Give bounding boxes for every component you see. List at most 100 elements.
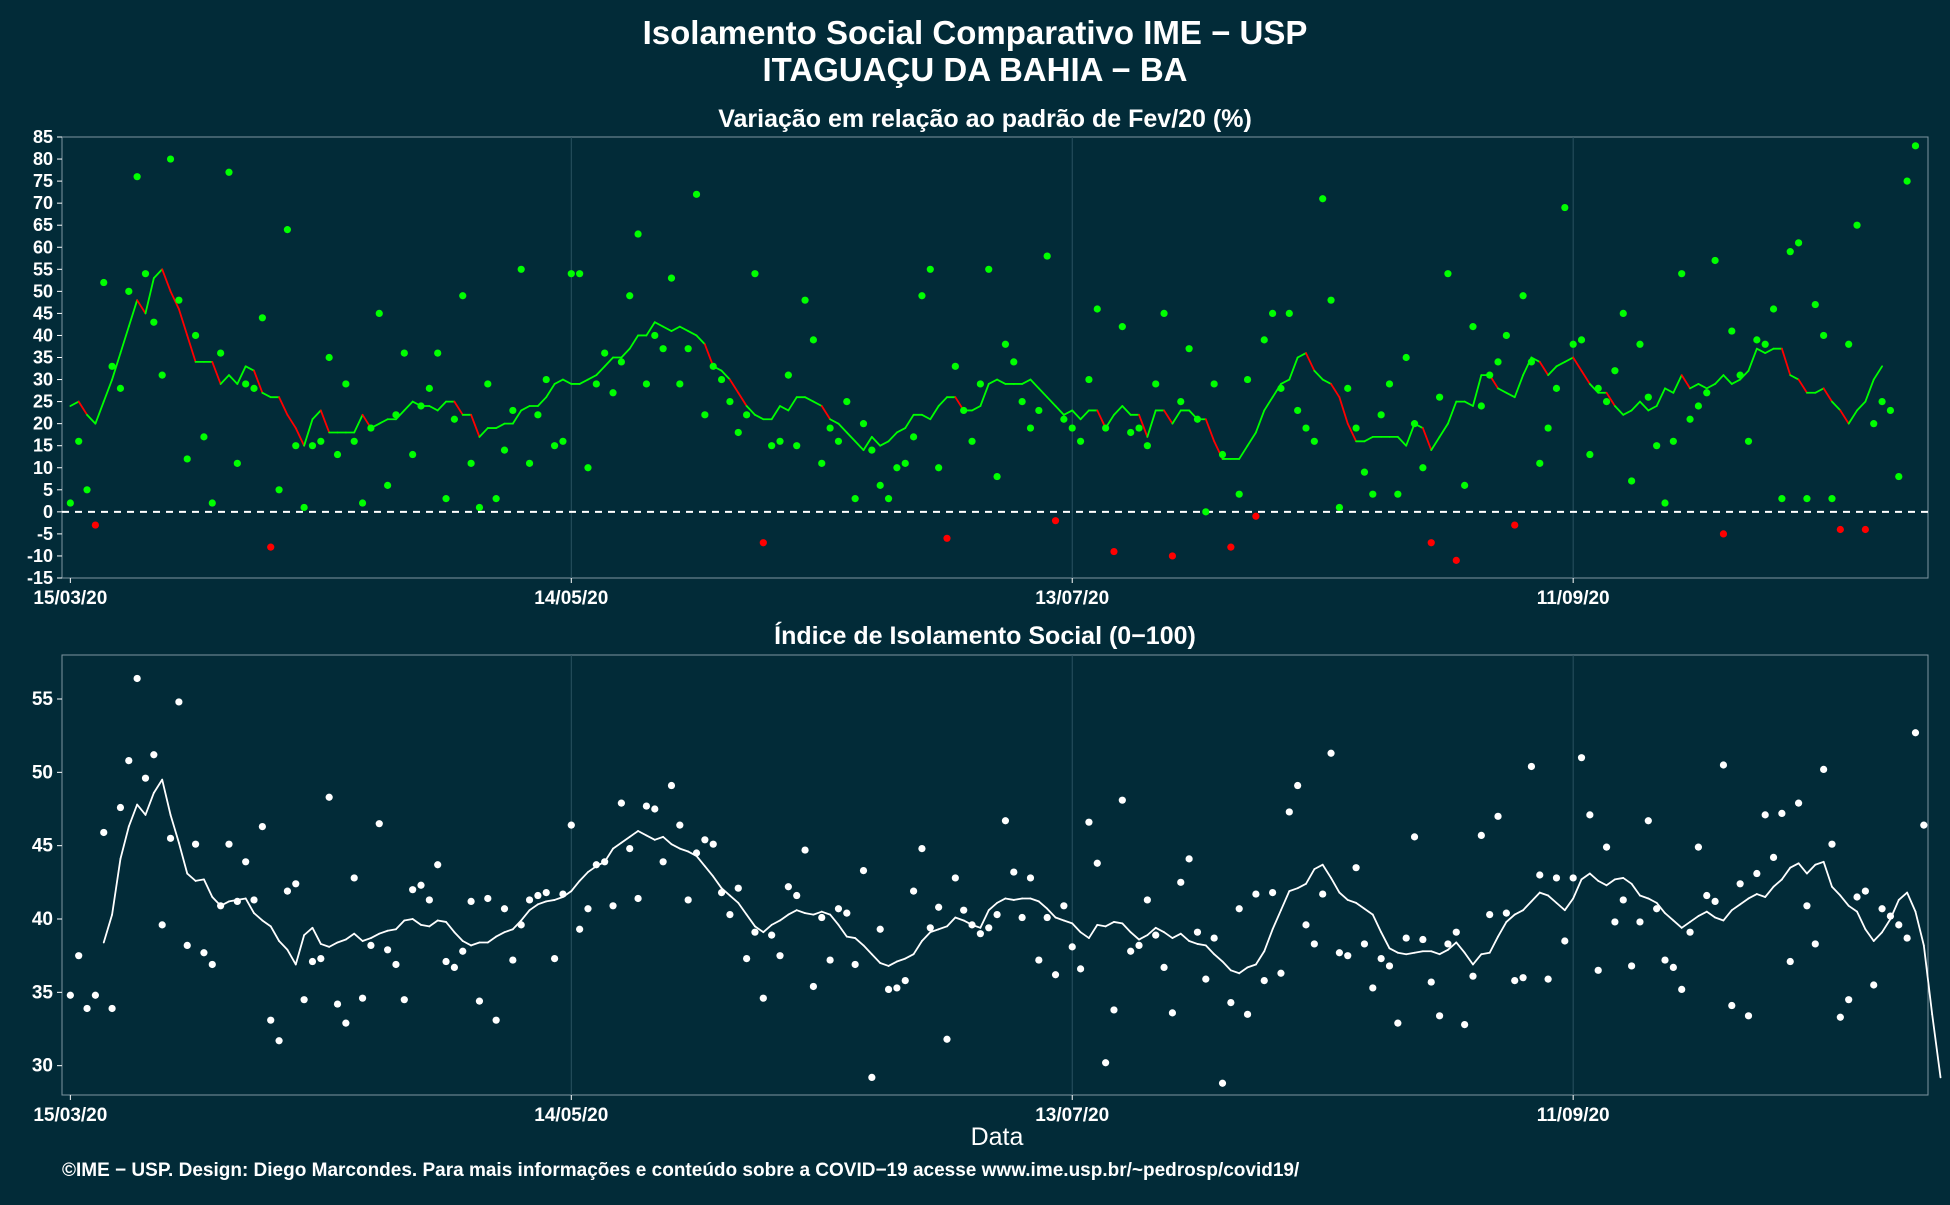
top-chart-point <box>1703 389 1711 397</box>
bottom-chart-moving-average-segment <box>1029 897 1040 903</box>
x-axis-label: Data <box>971 1123 1024 1151</box>
top-chart-moving-average-segment <box>1346 422 1357 443</box>
top-chart-moving-average-segment <box>453 400 464 416</box>
bottom-chart-point <box>584 905 592 913</box>
bottom-chart-point <box>576 925 584 933</box>
bottom-chart-point <box>684 896 692 904</box>
figure-subtitle: ITAGUAÇU DA BAHIA − BA <box>762 51 1187 88</box>
top-chart-point <box>283 226 292 234</box>
top-chart-moving-average-segment <box>428 405 439 412</box>
top-chart-point <box>1870 420 1878 428</box>
top-chart-point <box>1494 358 1502 366</box>
bottom-chart-point <box>1294 781 1302 790</box>
bottom-chart-point <box>1235 905 1243 913</box>
top-chart-point <box>1352 424 1360 432</box>
top-chart-moving-average-segment <box>253 369 264 394</box>
top-chart-moving-average-segment <box>1204 418 1216 443</box>
top-chart-point <box>1419 464 1427 472</box>
bottom-chart-moving-average-segment <box>1655 901 1666 915</box>
bottom-chart-point <box>1619 896 1627 904</box>
bottom-chart-moving-average-segment <box>253 912 264 922</box>
top-chart-point <box>75 437 83 445</box>
top-chart-moving-average-segment <box>603 356 614 368</box>
top-chart-point <box>1402 353 1410 362</box>
top-chart-moving-average-segment <box>303 418 314 447</box>
top-chart-point <box>1719 530 1728 538</box>
top-chart-point <box>450 415 459 423</box>
bottom-chart-title: Índice de Isolamento Social (0−100) <box>774 621 1196 650</box>
top-chart-moving-average-segment <box>1421 427 1433 452</box>
top-chart-moving-average-segment <box>1605 391 1616 407</box>
top-chart-moving-average-segment <box>1062 409 1074 416</box>
top-chart-point <box>1761 340 1769 348</box>
bottom-chart-moving-average-segment <box>1071 922 1082 934</box>
bottom-chart-moving-average-segment <box>628 830 639 838</box>
bottom-chart-point <box>1177 878 1185 886</box>
top-chart-moving-average-segment <box>787 396 798 412</box>
bottom-chart-moving-average-segment <box>470 941 481 947</box>
top-chart-moving-average-segment <box>1780 347 1792 377</box>
bottom-chart-moving-average-segment <box>570 879 581 893</box>
top-chart-y-tick-label: 35 <box>33 348 53 368</box>
bottom-chart-moving-average-segment <box>1588 872 1600 882</box>
top-chart-point <box>1018 398 1026 406</box>
bottom-chart-moving-average-segment <box>453 931 464 942</box>
top-chart-moving-average-segment <box>987 378 998 385</box>
top-chart-point <box>358 499 367 507</box>
bottom-chart-moving-average-segment <box>1722 909 1733 922</box>
top-chart-point <box>517 265 525 273</box>
bottom-chart-point <box>843 909 851 917</box>
bottom-chart-point <box>609 902 617 910</box>
bottom-chart-moving-average-segment <box>620 835 631 844</box>
top-chart-point <box>442 495 450 503</box>
bottom-chart-moving-average-segment <box>1263 928 1274 953</box>
top-chart-moving-average-segment <box>152 268 164 280</box>
top-chart-point <box>1319 195 1327 203</box>
bottom-chart-moving-average-segment <box>1697 910 1708 917</box>
bottom-chart-moving-average-segment <box>269 925 280 942</box>
top-chart-point <box>1102 424 1110 432</box>
top-chart-moving-average-segment <box>670 325 681 332</box>
top-chart-point <box>1577 336 1586 344</box>
top-chart-point <box>1435 393 1444 401</box>
bottom-chart-point <box>116 803 125 812</box>
top-chart-point <box>1051 517 1060 525</box>
bottom-chart-point <box>901 977 909 985</box>
bottom-chart-point <box>751 928 759 936</box>
bottom-chart-moving-average-segment <box>144 791 155 816</box>
bottom-chart-point <box>492 1016 500 1024</box>
top-chart-point <box>1410 420 1419 428</box>
top-chart-moving-average-segment <box>921 413 932 421</box>
bottom-chart-moving-average-segment <box>1630 882 1641 897</box>
bottom-chart-point <box>292 880 300 888</box>
bottom-chart-moving-average-segment <box>1313 863 1324 871</box>
bottom-chart-point <box>108 1004 116 1013</box>
top-chart-point <box>275 486 283 494</box>
bottom-chart-point <box>1127 947 1135 955</box>
bottom-chart-point <box>1744 1012 1753 1020</box>
top-chart-point <box>534 411 542 419</box>
bottom-chart-moving-average-segment <box>870 953 882 964</box>
bottom-chart-moving-average-segment <box>1597 879 1608 887</box>
bottom-chart-x-tick-label: 14/05/20 <box>534 1105 608 1126</box>
bottom-chart-moving-average-segment <box>1839 894 1850 907</box>
bottom-chart-moving-average-segment <box>1104 921 1115 928</box>
top-chart-point <box>1552 384 1561 392</box>
top-chart-point <box>834 437 843 445</box>
bottom-chart-moving-average-segment <box>1547 894 1558 904</box>
top-chart-point <box>158 371 166 379</box>
bottom-chart-point <box>1410 833 1419 841</box>
top-chart-point <box>434 349 442 357</box>
bottom-chart-point <box>1060 902 1068 910</box>
bottom-chart-point <box>400 996 408 1004</box>
top-chart-point <box>801 296 809 304</box>
bottom-chart-point <box>384 946 392 954</box>
bottom-chart-point <box>1435 1012 1444 1020</box>
top-chart-moving-average-segment <box>161 268 172 293</box>
bottom-chart-point <box>1227 999 1235 1007</box>
bottom-chart-moving-average-segment <box>428 919 439 928</box>
bottom-chart-moving-average-segment <box>1505 913 1516 923</box>
bottom-chart-point <box>1010 868 1018 876</box>
bottom-chart-moving-average-segment <box>1271 909 1282 931</box>
top-chart-point <box>208 499 216 507</box>
